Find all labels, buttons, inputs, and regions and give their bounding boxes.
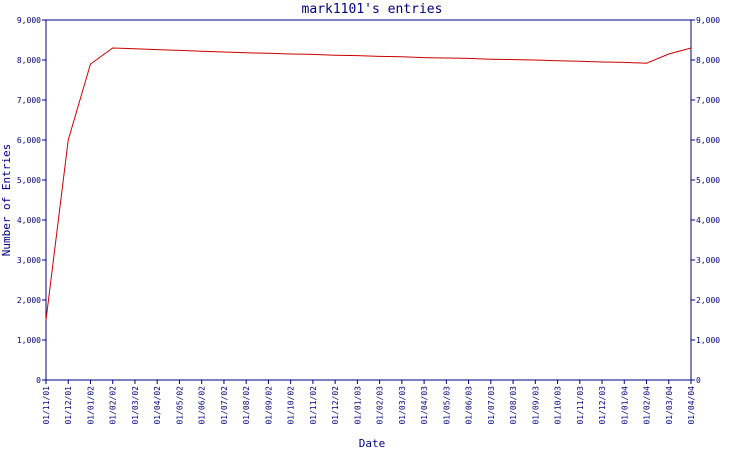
x-tick-label: 01/03/04 (665, 386, 674, 425)
x-tick-label: 01/04/03 (420, 386, 429, 425)
x-tick-label: 01/07/02 (220, 386, 229, 425)
y-axis-title: Number of Entries (0, 144, 13, 257)
x-tick-label: 01/01/04 (620, 386, 629, 425)
x-tick-label: 01/11/01 (42, 386, 51, 425)
x-tick-label: 01/07/03 (487, 386, 496, 425)
y-axis-left: 0 1,000 2,000 3,000 4,000 5,000 6,000 7,000 8,00… (17, 16, 46, 385)
y-tick-label-left: 0 (36, 376, 41, 385)
x-tick-label: 01/02/04 (643, 386, 652, 425)
x-tick-label: 01/10/02 (287, 386, 296, 425)
x-tick-label: 01/05/02 (175, 386, 184, 425)
y-tick-label-left: 7,000 (17, 96, 41, 105)
x-tick-label: 01/06/02 (198, 386, 207, 425)
x-tick-label: 01/08/02 (242, 386, 251, 425)
y-tick-label-right: 1,000 (696, 336, 720, 345)
x-tick-label: 01/03/03 (398, 386, 407, 425)
y-tick-label-right: 7,000 (696, 96, 720, 105)
y-tick-label-left: 8,000 (17, 56, 41, 65)
y-tick-label-left: 1,000 (17, 336, 41, 345)
x-tick-label: 01/11/02 (309, 386, 318, 425)
y-tick-label-left: 3,000 (17, 256, 41, 265)
y-tick-label-right: 0 (696, 376, 701, 385)
x-tick-label: 01/09/03 (531, 386, 540, 425)
x-tick-label: 01/04/04 (687, 386, 696, 425)
series-line (45, 47, 692, 321)
x-tick-label: 01/03/02 (131, 386, 140, 425)
y-tick-label-right: 6,000 (696, 136, 720, 145)
x-axis: 01/11/01 01/12/01 01/01/02 01/02/02 01/03/02… (42, 380, 696, 425)
y-tick-label-right: 9,000 (696, 16, 720, 25)
y-tick-label-right: 2,000 (696, 296, 720, 305)
y-tick-label-left: 9,000 (17, 16, 41, 25)
chart-title: mark1101's entries (302, 2, 443, 17)
y-tick-label-left: 5,000 (17, 176, 41, 185)
plot-frame (45, 19, 692, 381)
x-tick-label: 01/01/02 (86, 386, 95, 425)
x-tick-label: 01/01/03 (353, 386, 362, 425)
y-tick-label-left: 4,000 (17, 216, 41, 225)
y-axis-right: 0 1,000 2,000 3,000 4,000 5,000 6,000 7,000 8,00… (691, 16, 720, 385)
x-tick-label: 01/12/02 (331, 386, 340, 425)
x-tick-label: 01/05/03 (442, 386, 451, 425)
x-tick-label: 01/08/03 (509, 386, 518, 425)
x-tick-label: 01/02/02 (109, 386, 118, 425)
y-tick-label-right: 3,000 (696, 256, 720, 265)
x-tick-label: 01/11/03 (576, 386, 585, 425)
x-tick-label: 01/04/02 (153, 386, 162, 425)
y-tick-label-left: 6,000 (17, 136, 41, 145)
y-tick-label-right: 4,000 (696, 216, 720, 225)
x-axis-title: Date (359, 437, 386, 450)
x-tick-label: 01/12/03 (598, 386, 607, 425)
y-tick-label-right: 8,000 (696, 56, 720, 65)
y-tick-label-left: 2,000 (17, 296, 41, 305)
y-tick-label-right: 5,000 (696, 176, 720, 185)
x-tick-label: 01/09/02 (264, 386, 273, 425)
x-tick-label: 01/10/03 (554, 386, 563, 425)
x-tick-label: 01/02/03 (376, 386, 385, 425)
x-tick-label: 01/12/01 (64, 386, 73, 425)
x-tick-label: 01/06/03 (465, 386, 474, 425)
series-points (45, 47, 693, 322)
